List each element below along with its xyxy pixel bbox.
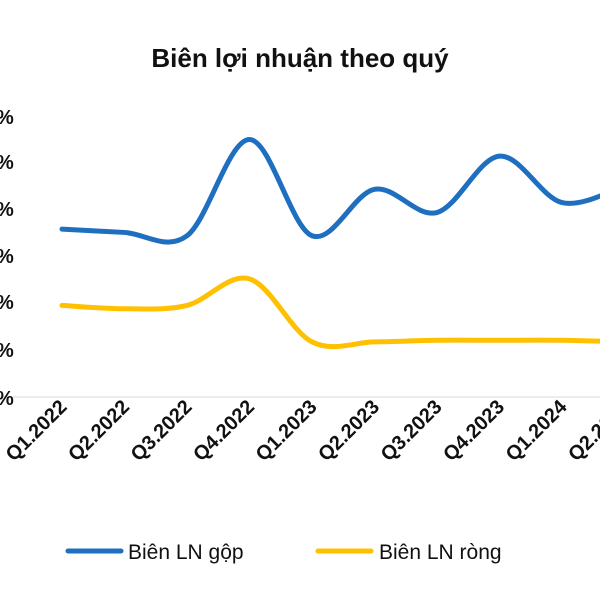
plot-area [0,137,600,398]
x-tick-label: Q4.2023 [439,396,509,466]
y-tick-label: % [0,199,14,221]
y-tick-label: % [0,340,14,362]
x-tick-label: Q1.2024 [502,395,572,465]
x-tick-label: Q2.2022 [64,396,134,466]
legend-label-gross-margin: Biên LN gộp [128,541,244,564]
x-tick-label: Q3.2023 [377,396,447,466]
legend: Biên LN gộp Biên LN ròng [65,541,502,564]
y-tick-label: % [0,152,14,174]
series-line-gross-margin [59,137,600,245]
series-line-net-margin [59,275,600,350]
y-tick-label: % [0,107,14,129]
x-tick-label: Q3.2022 [127,396,197,466]
y-tick-label: % [0,246,14,268]
x-tick-label: Q4.2022 [189,396,259,466]
x-axis-ticks: Q1.2022Q2.2022Q3.2022Q4.2022Q1.2023Q2.20… [2,395,600,465]
y-tick-label: % [0,388,14,410]
x-tick-label: Q1.2023 [252,396,322,466]
x-tick-label: Q2.2023 [314,396,384,466]
legend-label-net-margin: Biên LN ròng [379,541,502,564]
x-tick-label: Q2.2024 [564,395,600,465]
y-tick-label: % [0,292,14,314]
chart-title: Biên lợi nhuận theo quý [151,43,449,73]
y-axis-ticks: %%%%%%% [0,107,14,410]
